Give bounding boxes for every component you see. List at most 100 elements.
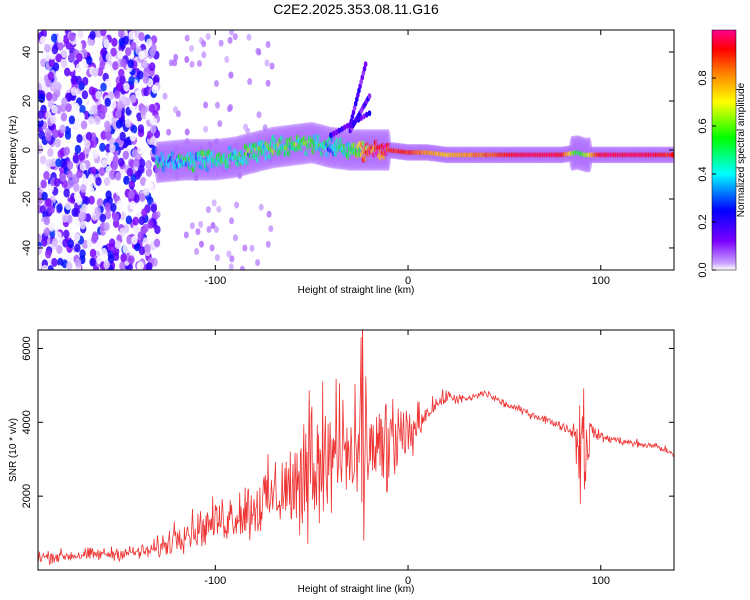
snr-x-tick-label: -100 <box>204 575 226 587</box>
noise-cell <box>232 33 238 41</box>
noise-cell <box>89 257 96 267</box>
spectrogram-panel: -100 0 100 -40 -20 0 20 40 Height of straight … <box>8 29 675 296</box>
noise-cell <box>183 231 189 239</box>
noise-cell <box>143 68 150 77</box>
noise-cell <box>76 41 83 51</box>
streak-cell <box>345 122 350 129</box>
noise-cell <box>128 180 135 190</box>
noise-cell <box>120 253 127 263</box>
noise-cell <box>243 123 249 131</box>
noise-cell <box>264 59 270 67</box>
noise-cell <box>112 252 120 262</box>
noise-cell <box>48 58 55 68</box>
noise-cell <box>228 263 234 270</box>
noise-cell <box>130 115 138 125</box>
noise-cell <box>144 179 152 189</box>
noise-cell <box>128 255 135 265</box>
noise-cell <box>73 183 80 193</box>
noise-cell <box>100 82 107 92</box>
noise-cell <box>62 238 69 248</box>
noise-cell <box>88 195 95 205</box>
colorbar: 0.0 0.2 0.4 0.6 0.8 Normalized spectral ampl… <box>697 29 747 278</box>
noise-cell <box>47 265 54 270</box>
noise-cell <box>72 154 80 164</box>
noise-cell <box>65 103 72 113</box>
noise-cell <box>142 75 150 84</box>
spectrogram-x-tick-label: 100 <box>592 275 610 287</box>
noise-cell <box>133 194 140 203</box>
noise-cell <box>115 82 123 92</box>
streak-cell <box>362 113 366 120</box>
noise-cell <box>112 155 119 165</box>
noise-cell <box>146 262 153 270</box>
noise-cell <box>104 210 112 220</box>
noise-cell <box>113 90 121 99</box>
spectrogram-y-label: Frequency (Hz) <box>8 116 19 185</box>
noise-cell <box>119 227 126 237</box>
noise-cell <box>78 211 85 221</box>
noise-cell <box>39 35 47 45</box>
noise-cell <box>74 144 82 154</box>
noise-cell <box>128 76 135 85</box>
noise-cell <box>80 184 87 193</box>
noise-cell <box>94 115 101 125</box>
noise-cell <box>40 179 47 189</box>
noise-cell <box>155 211 161 219</box>
noise-cell <box>38 82 42 92</box>
noise-cell <box>51 237 59 247</box>
noise-cell <box>104 97 111 107</box>
noise-cell <box>108 170 116 180</box>
noise-cell <box>233 234 238 242</box>
noise-cell <box>255 259 261 267</box>
noise-cell <box>79 249 86 259</box>
noise-cell <box>137 124 145 134</box>
noise-cell <box>71 220 79 230</box>
noise-cell <box>234 201 240 209</box>
noise-cell <box>139 193 146 202</box>
noise-cell <box>88 115 95 125</box>
noise-cell <box>68 53 75 62</box>
noise-cell <box>74 258 82 268</box>
snr-frame <box>37 329 675 571</box>
noise-cell <box>126 235 133 245</box>
colorbar-tick-label: 0.8 <box>697 70 709 85</box>
noise-cell <box>63 146 70 156</box>
noise-cell <box>189 60 195 68</box>
noise-cell <box>150 35 158 45</box>
noise-cell <box>153 238 161 248</box>
noise-cell <box>59 172 67 182</box>
noise-cell <box>214 254 220 262</box>
noise-cell <box>63 67 71 77</box>
noise-cell <box>50 157 57 167</box>
streak-cell <box>359 115 364 121</box>
noise-cell <box>201 40 207 48</box>
noise-cell <box>80 120 88 130</box>
noise-cell <box>40 237 48 247</box>
spectrogram-y-tick-label: 40 <box>21 46 33 58</box>
noise-cell <box>110 203 117 212</box>
noise-cell <box>131 148 139 158</box>
noise-cell <box>73 232 81 242</box>
noise-cell <box>189 222 195 230</box>
noise-cell <box>40 58 47 68</box>
noise-cell <box>119 261 126 270</box>
noise-cell <box>61 213 69 223</box>
streak-cell <box>329 132 333 139</box>
spectrogram-x-label: Height of straight line (km) <box>298 285 415 296</box>
noise-cell <box>149 62 156 72</box>
noise-cell <box>88 173 95 183</box>
noise-cell <box>150 117 158 127</box>
noise-cell <box>151 84 159 94</box>
noise-cell <box>90 166 97 176</box>
noise-cell <box>68 115 76 125</box>
streak-cell <box>331 130 336 137</box>
noise-cell <box>83 196 90 206</box>
noise-cell <box>45 132 52 142</box>
noise-cell <box>141 96 148 105</box>
noise-cell <box>133 158 140 168</box>
noise-cell <box>79 220 86 230</box>
noise-cell <box>100 247 108 257</box>
noise-cell <box>239 265 245 270</box>
noise-cell <box>124 136 132 146</box>
noise-cell <box>60 58 68 68</box>
